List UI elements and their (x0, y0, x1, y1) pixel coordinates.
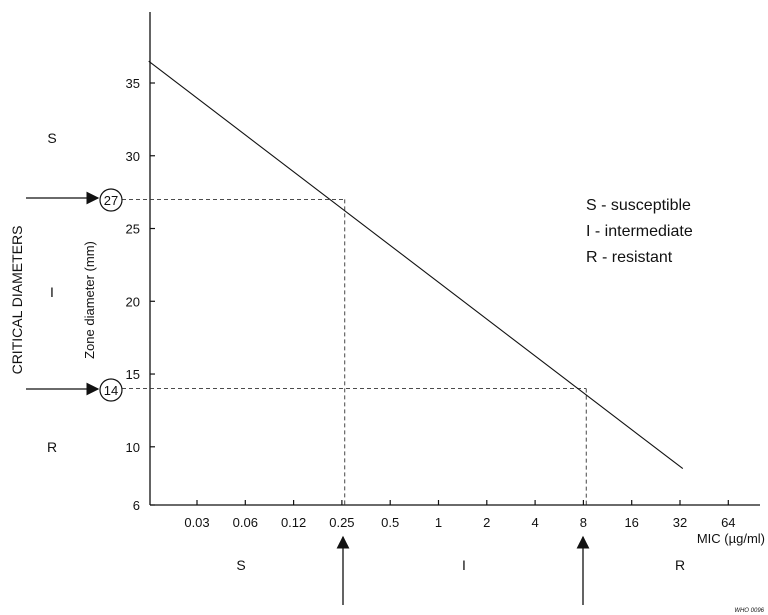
y-tick-label: 35 (126, 76, 140, 91)
y-tick-label: 10 (126, 440, 140, 455)
x-axis-label: MIC (µg/ml) (697, 531, 765, 546)
x-zone-r: R (675, 557, 685, 573)
y-axis-label: Zone diameter (mm) (82, 241, 97, 359)
x-tick-label: 1 (435, 515, 442, 530)
y-zone-r: R (47, 439, 57, 455)
y-tick-label: 20 (126, 294, 140, 309)
y-tick-label: 6 (133, 498, 140, 513)
y-zone-s: S (47, 130, 56, 146)
x-tick-label: 0.03 (184, 515, 209, 530)
critical-value-upper: 27 (104, 193, 118, 208)
footnote: WHO 0096 (734, 608, 764, 614)
series-line (148, 60, 684, 470)
critical-circle-upper (99, 188, 123, 212)
y-tick-label: 25 (126, 222, 140, 237)
x-tick-label: 0.12 (281, 515, 306, 530)
y-axis-ticks: 6 10 15 20 25 30 35 (126, 76, 155, 513)
legend-item-susceptible: S - susceptible (586, 197, 691, 214)
x-tick-label: 32 (673, 515, 687, 530)
x-tick-label: 4 (531, 515, 538, 530)
x-zone-i: I (462, 557, 466, 573)
x-tick-label: 64 (721, 515, 735, 530)
x-tick-label: 0.5 (381, 515, 399, 530)
x-zone-s: S (236, 557, 245, 573)
critical-diameters-label: CRITICAL DIAMETERS (9, 226, 25, 375)
x-tick-label: 2 (483, 515, 490, 530)
series-group (148, 60, 684, 470)
x-tick-label: 0.25 (329, 515, 354, 530)
x-axis-ticks: 0.03 0.06 0.12 0.25 0.5 1 2 4 8 16 32 64 (184, 500, 736, 530)
critical-circle-lower (99, 378, 123, 402)
critical-value-lower: 14 (104, 383, 118, 398)
x-tick-label: 16 (624, 515, 638, 530)
x-tick-label: 8 (580, 515, 587, 530)
y-tick-label: 30 (126, 149, 140, 164)
critical-guide-lines (122, 198, 587, 505)
x-tick-label: 0.06 (233, 515, 258, 530)
y-tick-label: 15 (126, 367, 140, 382)
legend-item-resistant: R - resistant (586, 249, 673, 266)
legend-item-intermediate: I - intermediate (586, 223, 693, 240)
y-zone-i: I (50, 284, 54, 300)
